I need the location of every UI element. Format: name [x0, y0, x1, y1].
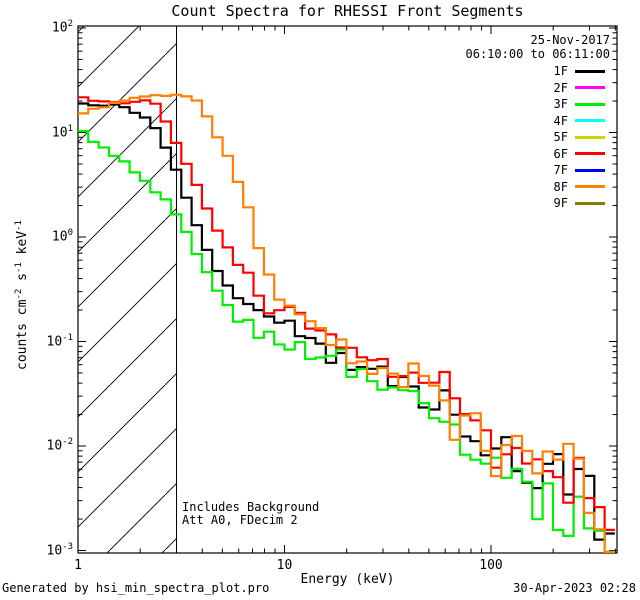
- y-tick-label-101: 101: [51, 123, 73, 140]
- observation-date: 25-Nov-2017: [530, 33, 610, 47]
- legend-label-7F: 7F: [553, 163, 568, 178]
- legend-swatch-9F: [575, 201, 605, 205]
- x-axis-label: Energy (keV): [300, 572, 395, 587]
- legend-swatch-3F: [575, 102, 605, 106]
- legend-label-1F: 1F: [553, 64, 568, 79]
- chart-title: Count Spectra for RHESSI Front Segments: [171, 2, 524, 20]
- series-curve-8F: [78, 93, 615, 553]
- legend-item-7F: 7F: [528, 162, 612, 179]
- legend-swatch-5F: [575, 135, 605, 139]
- legend-item-4F: 4F: [528, 113, 612, 130]
- y-tick-label-100: 100: [51, 228, 73, 245]
- legend-swatch-8F: [575, 185, 605, 189]
- plot-frame: [77, 25, 618, 554]
- observation-time-range: 06:10:00 to 06:11:00: [465, 47, 611, 61]
- x-tick-label-1: 1: [74, 558, 82, 573]
- legend-item-2F: 2F: [528, 80, 612, 97]
- legend-label-8F: 8F: [553, 179, 568, 194]
- generator-credit: Generated by hsi_min_spectra_plot.pro: [2, 581, 270, 595]
- legend-label-9F: 9F: [553, 196, 568, 211]
- legend-swatch-1F: [575, 69, 605, 73]
- legend-label-2F: 2F: [553, 80, 568, 95]
- annotation-attenuator-state: Att A0, FDecim 2: [182, 513, 298, 527]
- y-tick-label-10-2: 10-2: [46, 437, 74, 454]
- legend-label-5F: 5F: [553, 130, 568, 145]
- legend-item-3F: 3F: [528, 96, 612, 113]
- legend-item-8F: 8F: [528, 179, 612, 196]
- legend-item-1F: 1F: [528, 63, 612, 80]
- plot-annotations: Includes Background Att A0, FDecim 2: [182, 501, 319, 527]
- x-tick-label-10: 10: [276, 558, 293, 573]
- y-tick-label-102: 102: [51, 19, 73, 36]
- y-tick-label-10-1: 10-1: [46, 332, 74, 349]
- legend-swatch-7F: [575, 168, 605, 172]
- y-tick-label-10-3: 10-3: [46, 541, 74, 558]
- legend-item-5F: 5F: [528, 129, 612, 146]
- legend-item-6F: 6F: [528, 146, 612, 163]
- legend-label-6F: 6F: [553, 146, 568, 161]
- curves-group: [78, 93, 615, 553]
- legend-swatch-6F: [575, 152, 605, 156]
- legend: 1F 2F 3F 4F 5F 6F 7F 8F 9F: [528, 63, 612, 212]
- legend-label-4F: 4F: [553, 113, 568, 128]
- legend-swatch-4F: [575, 119, 605, 123]
- generation-timestamp: 30-Apr-2023 02:28: [513, 581, 636, 595]
- legend-label-3F: 3F: [553, 97, 568, 112]
- legend-swatch-2F: [575, 86, 605, 90]
- x-tick-label-100: 100: [479, 558, 503, 573]
- annotation-includes-background: Includes Background: [182, 500, 320, 514]
- legend-item-9F: 9F: [528, 195, 612, 212]
